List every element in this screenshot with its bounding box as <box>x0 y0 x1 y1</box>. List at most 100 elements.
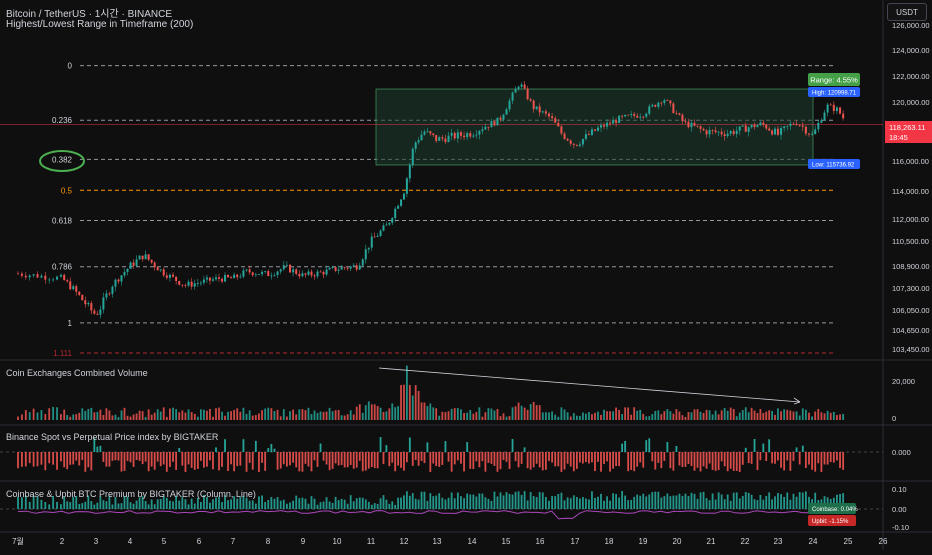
volume-bar <box>264 408 267 420</box>
x-tick-label: 6 <box>197 537 202 546</box>
premium-bar <box>212 499 214 509</box>
candle <box>627 114 630 116</box>
volume-bar <box>702 412 705 420</box>
volume-bar <box>52 407 55 420</box>
candle <box>114 279 117 287</box>
premium-bar <box>711 493 714 509</box>
spot-perp-bar <box>270 443 273 452</box>
spot-perp-bar <box>732 452 735 471</box>
premium-bar <box>144 501 147 509</box>
annotation-circle <box>39 150 85 172</box>
premium-bar <box>523 491 526 509</box>
spot-perp-bar <box>645 440 648 452</box>
volume-bar <box>609 411 611 420</box>
volume-bar <box>172 407 174 420</box>
volume-bar <box>285 416 288 420</box>
volume-bar <box>523 407 526 420</box>
spot-perp-bar <box>804 452 807 469</box>
candle <box>111 286 114 294</box>
candle <box>732 131 735 134</box>
volume-bar <box>282 409 285 420</box>
premium-bar <box>814 492 817 509</box>
candle <box>367 247 370 250</box>
spot-perp-bar <box>633 452 636 472</box>
candle <box>459 132 462 136</box>
candle <box>298 273 301 277</box>
spot-perp-bar <box>304 452 307 464</box>
candle <box>523 84 526 89</box>
spot-perp-bar <box>750 452 753 464</box>
candle <box>69 281 72 290</box>
premium-bar <box>750 494 753 509</box>
volume-bar <box>334 410 337 420</box>
spot-perp-bar <box>675 445 678 452</box>
y-tick-label: 103,450.00 <box>892 345 930 354</box>
premium-bar <box>334 496 337 509</box>
volume-bar <box>251 415 254 420</box>
spot-perp-bar <box>24 452 27 467</box>
volume-bar <box>313 410 316 420</box>
volume-bar <box>666 409 669 420</box>
premium-bar <box>639 495 642 509</box>
candle <box>227 275 230 278</box>
candle <box>391 217 394 223</box>
premium-bar <box>254 503 257 509</box>
spot-perp-bar <box>367 452 370 469</box>
spot-perp-bar <box>609 452 611 472</box>
candle <box>630 114 633 115</box>
candle <box>804 126 807 134</box>
volume-bar <box>196 416 199 420</box>
volume-bar <box>96 411 99 420</box>
premium-bar <box>319 502 322 509</box>
spot-perp-bar <box>636 452 639 467</box>
volume-bar <box>517 402 520 420</box>
premium-bar <box>87 495 90 509</box>
premium-bar <box>642 493 645 509</box>
volume-bar <box>126 415 129 420</box>
volume-bar <box>206 410 208 420</box>
candle <box>40 275 43 278</box>
candle <box>786 125 789 127</box>
spot-perp-bars <box>17 437 845 472</box>
premium-bar <box>60 504 62 509</box>
candle <box>603 125 606 127</box>
volume-bar <box>276 409 279 420</box>
candle <box>24 275 27 278</box>
premium-bar <box>301 497 304 509</box>
volume-bar <box>289 411 291 420</box>
candle <box>394 208 397 218</box>
candle <box>720 131 723 135</box>
volume-bar <box>551 411 554 420</box>
spot-perp-bar <box>678 452 681 466</box>
spot-perp-bar <box>385 445 388 452</box>
spot-perp-bar <box>690 452 693 466</box>
spot-perp-bar <box>450 452 453 472</box>
volume-bar <box>832 411 835 420</box>
premium-bar <box>578 498 581 509</box>
spot-perp-bar <box>666 441 669 452</box>
x-tick-label: 26 <box>879 537 888 546</box>
volume-bar <box>675 409 678 420</box>
volume-bar <box>774 414 776 420</box>
premium-bar <box>732 492 735 509</box>
premium-bar <box>24 495 27 509</box>
volume-bar <box>298 409 301 420</box>
candle <box>105 293 108 298</box>
spot-perp-bar <box>523 447 526 452</box>
candle <box>435 135 438 141</box>
premium-bar <box>502 495 505 509</box>
candle <box>264 271 267 272</box>
candle <box>426 131 429 133</box>
premium-bar <box>245 497 248 509</box>
premium-bar <box>456 492 459 509</box>
currency-button[interactable]: USDT <box>887 3 927 21</box>
volume-bar <box>478 407 481 420</box>
volume-bar <box>823 413 826 420</box>
premium-bar <box>432 496 435 509</box>
spot-perp-bar <box>672 452 675 471</box>
candle <box>496 117 499 126</box>
volume-bar <box>490 408 493 420</box>
candle <box>826 104 829 113</box>
